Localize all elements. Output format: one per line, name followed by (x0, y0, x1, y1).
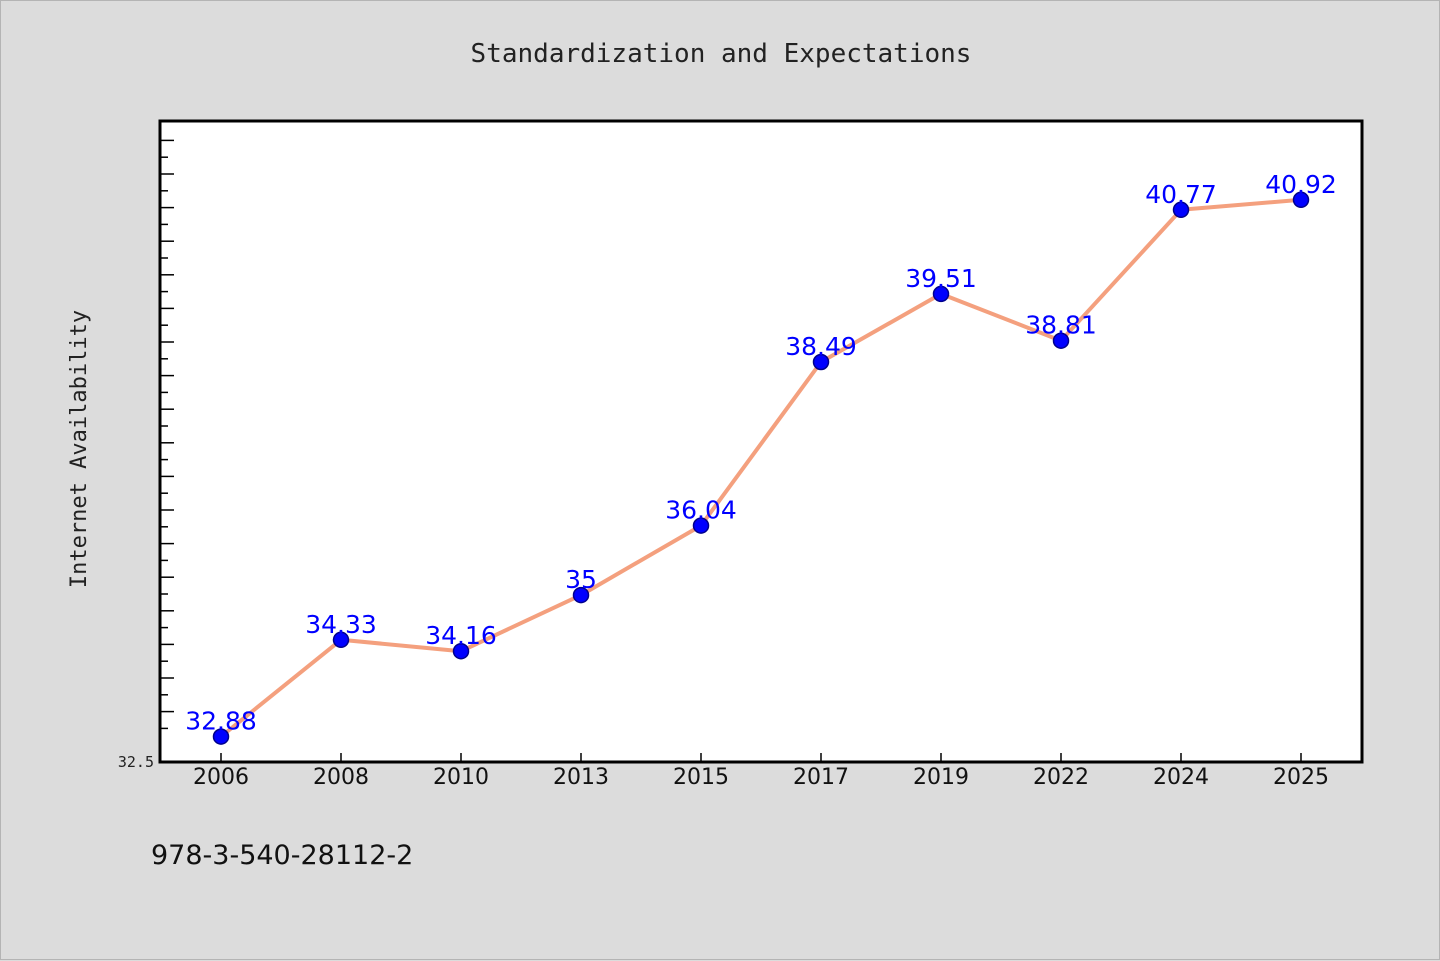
y-axis-label: Internet Availability (67, 310, 92, 588)
data-label: 38.81 (1025, 311, 1097, 340)
data-label: 39.51 (905, 264, 977, 293)
data-label: 34.16 (425, 621, 497, 650)
x-tick-label: 2008 (313, 765, 369, 790)
x-axis-tick-labels: 2006 2008 2010 2013 2015 2017 2019 2022 2024 2025 (193, 765, 1329, 790)
data-point-marker (332, 631, 350, 649)
data-label: 35 (565, 565, 597, 594)
data-point-marker (692, 517, 710, 534)
data-label: 34.33 (305, 610, 377, 639)
x-tick-label: 2013 (553, 765, 609, 790)
data-point-marker (452, 642, 470, 660)
x-tick-label: 2010 (433, 765, 489, 790)
data-point-marker (212, 728, 230, 745)
data-point-marker (932, 285, 950, 303)
y-axis-tick-labels: 32.5 (118, 753, 154, 771)
data-labels: 32.88 34.33 34.16 35 36.04 38.49 39.51 38.81 40.… (185, 170, 1337, 736)
x-tick-label: 2017 (793, 765, 849, 790)
x-tick-label: 2019 (913, 765, 969, 790)
x-tick-label: 2024 (1153, 765, 1209, 790)
data-point-marker (1292, 191, 1310, 209)
data-label: 40.92 (1265, 170, 1337, 199)
data-markers (212, 191, 1310, 745)
isbn-footer: 978-3-540-28112-2 (151, 840, 413, 871)
x-tick-label: 2006 (193, 765, 249, 790)
data-point-marker (1172, 201, 1190, 219)
plot-frame (158, 119, 1364, 764)
data-point-marker (812, 353, 830, 371)
y-tick-label: 32.5 (118, 753, 154, 771)
data-label: 38.49 (785, 332, 857, 361)
series-line (219, 197, 1303, 739)
x-tick-label: 2015 (673, 765, 729, 790)
data-label: 32.88 (185, 707, 257, 736)
x-tick-label: 2025 (1273, 765, 1329, 790)
x-tick-label: 2022 (1033, 765, 1089, 790)
data-point-marker (572, 586, 590, 604)
data-label: 36.04 (665, 496, 737, 525)
chart-title: Standardization and Expectations (471, 39, 972, 69)
data-label: 40.77 (1145, 180, 1217, 209)
data-point-marker (1052, 332, 1070, 349)
